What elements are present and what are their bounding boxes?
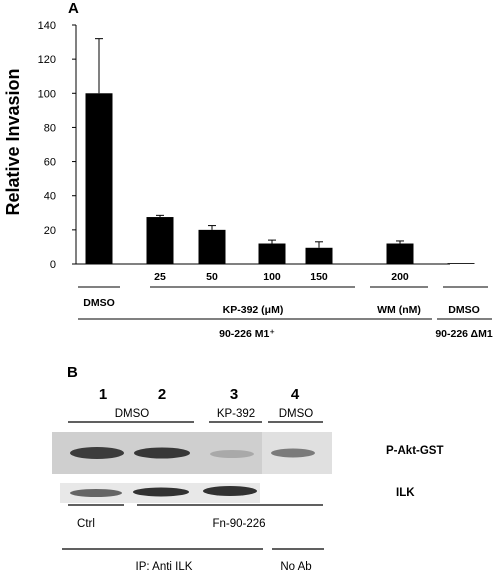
lane-3-number: 3: [230, 386, 238, 403]
y-tick-label-40: 40: [44, 191, 56, 203]
treatment-dmso: DMSO: [115, 408, 150, 420]
ilk-blot: [60, 483, 260, 503]
label-p-akt-gst: P-Akt-GST: [386, 445, 444, 457]
band-lane-3: [210, 450, 254, 458]
group-label-m1-plus: 90-226 M1⁺: [219, 328, 275, 340]
y-tick-label-0: 0: [50, 259, 56, 271]
bar-2: [198, 229, 226, 264]
bar-0: [85, 93, 113, 265]
panel-b-label: B: [67, 364, 78, 381]
lane-1-number: 1: [99, 386, 107, 403]
bar-3: [258, 243, 286, 264]
y-tick-label-20: 20: [44, 225, 56, 237]
y-tick-label-60: 60: [44, 157, 56, 169]
band-lane-1: [70, 447, 124, 459]
y-tick-label-120: 120: [38, 54, 56, 66]
no-ab-label: No Ab: [280, 561, 311, 573]
ilk-band-lane-3: [203, 486, 257, 496]
error-bars: [95, 38, 404, 248]
y-tick-label-100: 100: [38, 88, 56, 100]
bars: [85, 93, 475, 265]
x-tick-label-200: 200: [391, 271, 409, 283]
sample-ctrl: Ctrl: [77, 518, 95, 530]
y-tick-label-140: 140: [38, 20, 56, 32]
treatment-dmso-lane4: DMSO: [279, 408, 314, 420]
x-tick-labels: 25 50 100 150 200: [154, 271, 409, 283]
x-tick-label-50: 50: [206, 271, 218, 283]
panel-a-label: A: [68, 0, 79, 17]
y-axis-label: Relative Invasion: [3, 68, 23, 215]
group-label-dmso: DMSO: [83, 297, 115, 309]
y-tick-label-80: 80: [44, 122, 56, 134]
treatment-kp392: KP-392: [217, 408, 255, 420]
band-lane-2: [134, 447, 190, 459]
group-label-delta-m1: 90-226 ΔM1: [435, 328, 493, 340]
group-label-dmso-right: DMSO: [448, 304, 480, 316]
ip-anti-ilk-label: IP: Anti ILK: [136, 561, 193, 573]
bar-1: [146, 217, 174, 264]
group-label-wm: WM (nM): [377, 304, 421, 316]
bar-4: [305, 247, 333, 264]
ilk-band-lane-2: [133, 487, 189, 497]
band-lane-4: [271, 448, 315, 458]
ilk-band-lane-1: [70, 489, 122, 497]
x-tick-label-25: 25: [154, 271, 166, 283]
lane-4-number: 4: [291, 386, 300, 403]
p-akt-gst-blot: [52, 432, 332, 474]
y-ticks: 0 20 40 60 80 100 120 140: [38, 20, 76, 271]
group-label-kp392: KP-392 (μM): [223, 304, 284, 316]
label-ilk: ILK: [396, 487, 415, 499]
lane-2-number: 2: [158, 386, 166, 403]
bar-5: [386, 243, 414, 264]
x-tick-label-150: 150: [310, 271, 328, 283]
bar-6: [447, 263, 475, 264]
x-tick-label-100: 100: [263, 271, 281, 283]
sample-fn-90-226: Fn-90-226: [212, 518, 265, 530]
